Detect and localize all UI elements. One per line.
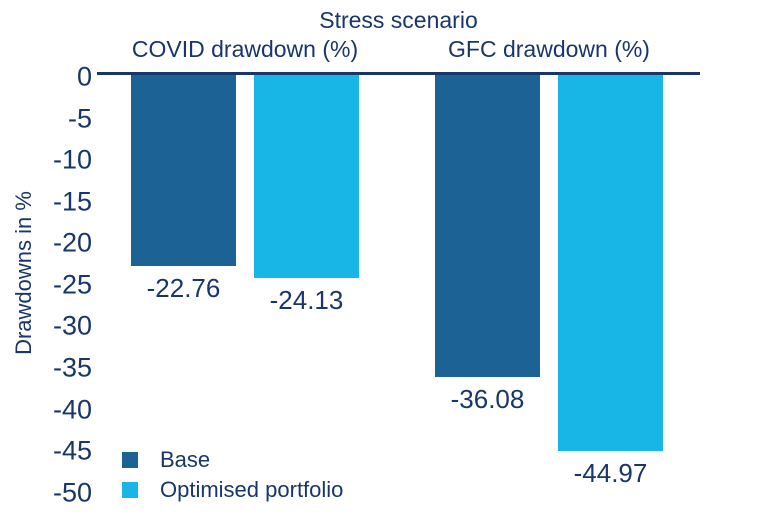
group-label-covid-drawdown: COVID drawdown (%) <box>131 36 359 62</box>
y-tick-label: -15 <box>52 186 92 217</box>
legend-label-optimised-portfolio: Optimised portfolio <box>160 477 344 502</box>
bar-value-label: -22.76 <box>146 273 221 304</box>
y-tick-label: -35 <box>52 352 92 383</box>
legend-label-base: Base <box>160 447 211 472</box>
y-tick-label: -10 <box>52 144 92 175</box>
bar-base-0 <box>131 75 236 267</box>
bar-optimised-portfolio-1 <box>558 75 663 451</box>
legend-swatch-base <box>122 452 138 468</box>
y-tick-label: -5 <box>67 103 92 134</box>
group-label-gfc-drawdown: GFC drawdown (%) <box>448 36 650 62</box>
bar-value-label: -24.13 <box>269 284 344 315</box>
y-tick-label: -20 <box>52 227 92 258</box>
legend-swatch-optimised-portfolio <box>122 482 138 498</box>
y-tick-label: -30 <box>52 310 92 341</box>
y-tick-label: 0 <box>76 61 92 92</box>
bar-value-label: -44.97 <box>573 457 648 488</box>
bar-optimised-portfolio-0 <box>254 75 359 278</box>
y-tick-label: -40 <box>52 394 92 425</box>
legend-item-base: Base <box>122 447 211 472</box>
y-tick-label: -45 <box>52 435 92 466</box>
bar-base-1 <box>435 75 540 377</box>
legend-item-optimised-portfolio: Optimised portfolio <box>122 477 344 502</box>
zero-baseline <box>97 72 700 75</box>
y-tick-label: -25 <box>52 269 92 300</box>
bar-value-label: -36.08 <box>450 383 525 414</box>
chart-title: Stress scenario <box>319 7 478 33</box>
y-tick-label: -50 <box>52 477 92 508</box>
